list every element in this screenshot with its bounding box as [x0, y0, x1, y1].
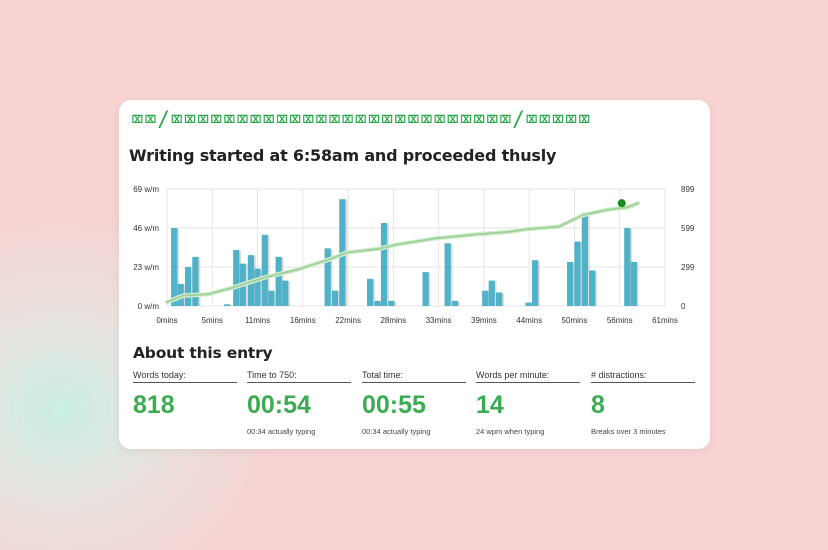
x-tick-label: 11mins: [245, 316, 270, 325]
stat-value: 14: [476, 391, 504, 419]
x-tick-label: 5mins: [202, 316, 223, 325]
stat-label: Time to 750:: [247, 370, 351, 383]
bar: [367, 278, 374, 306]
y-tick-label-left: 23 w/m: [133, 263, 159, 272]
stat-total-time: Total time: 00:55 00:34 actually typing: [362, 370, 466, 436]
stat-time-to-750: Time to 750: 00:54 00:34 actually typing: [247, 370, 351, 436]
stat-label: Words per minute:: [476, 370, 580, 383]
y-tick-label-left: 46 w/m: [133, 224, 159, 233]
x-tick-label: 39mins: [471, 316, 497, 325]
bar: [574, 241, 581, 306]
stat-value: 818: [133, 391, 175, 419]
x-tick-label: 16mins: [290, 316, 316, 325]
bar: [422, 272, 429, 306]
stat-words-per-minute: Words per minute: 14 24 wpm when typing: [476, 370, 580, 436]
y-tick-label-left: 0 w/m: [138, 302, 160, 311]
bar: [171, 228, 178, 306]
bar: [184, 267, 192, 306]
bar: [374, 300, 381, 306]
bar: [482, 290, 489, 306]
x-tick-label: 28mins: [380, 316, 406, 325]
stat-value: 8: [591, 391, 605, 419]
bar: [192, 256, 199, 306]
x-tick-label: 44mins: [516, 316, 542, 325]
writing-chart: 69 w/m 46 w/m 23 w/m 0 w/m 899 599 299 0 0mins 5m…: [133, 185, 695, 325]
bar: [589, 270, 596, 306]
stat-distractions: # distractions: 8 Breaks over 3 minutes: [591, 370, 695, 436]
about-title: About this entry: [133, 344, 273, 362]
bar: [268, 290, 275, 306]
x-tick-label: 0mins: [156, 316, 177, 325]
stat-note: 00:34 actually typing: [247, 427, 316, 436]
bar: [324, 248, 331, 306]
x-tick-label: 56mins: [607, 316, 633, 325]
stat-note: Breaks over 3 minutes: [591, 427, 666, 436]
bar: [331, 290, 339, 306]
stat-words-today: Words today: 818: [133, 370, 237, 427]
bar: [451, 300, 459, 306]
bar: [224, 304, 231, 306]
bar: [233, 250, 240, 306]
bar: [525, 302, 532, 306]
stat-label: # distractions:: [591, 370, 695, 383]
bar: [496, 292, 503, 306]
bar: [388, 300, 395, 306]
bar: [254, 268, 261, 306]
bar: [282, 280, 289, 306]
stat-note: 24 wpm when typing: [476, 427, 545, 436]
x-tick-label: 33mins: [426, 316, 452, 325]
x-tick-label: 22mins: [335, 316, 361, 325]
header-title: ⌧⌧/⌧⌧⌧⌧⌧⌧⌧⌧⌧⌧⌧⌧⌧⌧⌧⌧⌧⌧⌧⌧⌧⌧⌧⌧⌧⌧/⌧⌧⌧⌧⌧: [131, 107, 592, 131]
stat-label: Words today:: [133, 370, 237, 383]
line-end-marker: [617, 199, 626, 208]
stat-label: Total time:: [362, 370, 466, 383]
y-tick-label-left: 69 w/m: [133, 185, 159, 194]
bar: [581, 212, 588, 306]
y-tick-label-right: 599: [681, 224, 695, 233]
bar: [567, 261, 574, 306]
entry-card: ⌧⌧/⌧⌧⌧⌧⌧⌧⌧⌧⌧⌧⌧⌧⌧⌧⌧⌧⌧⌧⌧⌧⌧⌧⌧⌧⌧⌧/⌧⌧⌧⌧⌧ Writ…: [119, 100, 710, 449]
cumulative-line: [166, 202, 640, 304]
chart-subtitle: Writing started at 6:58am and proceeded …: [129, 146, 557, 165]
bar: [444, 243, 451, 306]
y-tick-label-right: 899: [681, 185, 695, 194]
x-tick-label: 61mins: [652, 316, 678, 325]
bar: [261, 234, 268, 306]
bar: [488, 280, 495, 306]
bar: [531, 260, 539, 306]
bar: [624, 228, 631, 306]
stat-note: 00:34 actually typing: [362, 427, 431, 436]
y-tick-label-right: 0: [681, 302, 686, 311]
bar: [380, 222, 388, 306]
x-tick-label: 50mins: [562, 316, 588, 325]
bar: [630, 261, 637, 306]
bar: [275, 256, 282, 306]
stat-value: 00:54: [247, 391, 311, 419]
stat-value: 00:55: [362, 391, 426, 419]
y-tick-label-right: 299: [681, 263, 695, 272]
